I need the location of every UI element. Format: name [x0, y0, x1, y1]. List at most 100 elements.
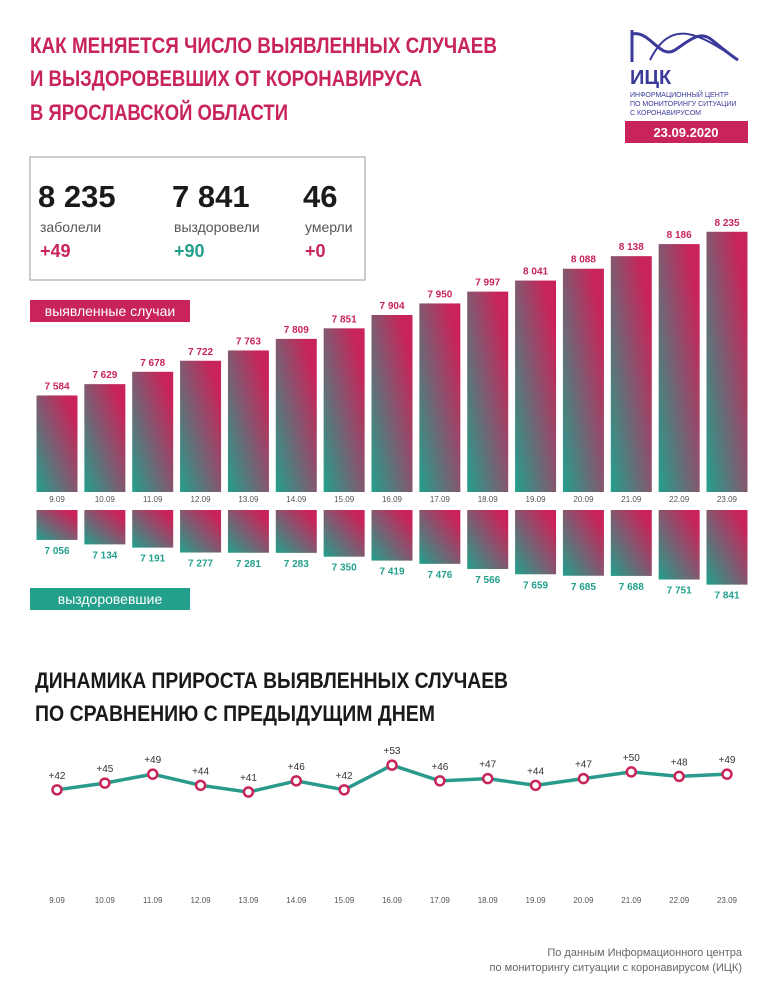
x-tick-label: 14.09	[286, 896, 307, 905]
x-tick-label: 19.09	[526, 896, 547, 905]
value-label: 7 997	[475, 278, 500, 289]
series-label: выявленные случаи	[45, 303, 175, 319]
marker	[194, 779, 207, 792]
x-tick-label: 10.09	[95, 495, 116, 504]
bar	[610, 510, 652, 576]
stat-value: 46	[303, 179, 337, 214]
logo-subtitle: ПО МОНИТОРИНГУ СИТУАЦИИ	[630, 101, 736, 108]
value-label: +50	[623, 753, 640, 764]
stat-label: умерли	[305, 219, 353, 235]
value-label: 7 281	[236, 559, 261, 570]
bar	[706, 510, 748, 585]
x-tick-label: 17.09	[430, 896, 451, 905]
marker	[577, 772, 590, 785]
x-tick-label: 16.09	[382, 495, 403, 504]
value-label: 7 191	[140, 554, 165, 565]
value-label: +46	[288, 762, 305, 773]
bar	[706, 231, 748, 492]
bar	[515, 280, 557, 492]
x-tick-label: 21.09	[621, 495, 642, 504]
value-label: +53	[384, 746, 401, 757]
x-tick-label: 20.09	[573, 495, 594, 504]
value-label: 7 688	[619, 582, 644, 593]
x-tick-label: 19.09	[526, 495, 547, 504]
value-label: 7 350	[332, 563, 357, 574]
bar	[467, 291, 509, 492]
value-label: +49	[144, 755, 161, 766]
value-label: +44	[527, 766, 544, 777]
bar	[180, 360, 222, 492]
marker	[673, 770, 685, 783]
x-tick-label: 14.09	[286, 495, 307, 504]
x-tick-label: 23.09	[717, 896, 738, 905]
x-tick-label: 18.09	[478, 896, 499, 905]
value-label: 7 678	[140, 358, 165, 369]
value-label: +42	[336, 771, 353, 782]
bar	[610, 256, 652, 492]
value-label: +49	[719, 755, 736, 766]
title-line: В ЯРОСЛАВСКОЙ ОБЛАСТИ	[30, 100, 288, 125]
value-label: 7 283	[284, 559, 309, 570]
stat-label: заболели	[40, 219, 101, 235]
bar	[515, 510, 557, 575]
title-line: КАК МЕНЯЕТСЯ ЧИСЛО ВЫЯВЛЕННЫХ СЛУЧАЕВ	[30, 33, 497, 58]
value-label: +45	[96, 764, 113, 775]
value-label: +47	[479, 760, 496, 771]
stat-change: +0	[305, 241, 326, 261]
x-tick-label: 12.09	[191, 495, 212, 504]
value-label: 7 841	[714, 591, 739, 602]
value-label: 7 476	[427, 570, 452, 581]
bar	[371, 510, 413, 561]
series-label: выздоровевшие	[58, 591, 163, 607]
charts: выявленные случаи 7 584 9.09 7 629 10.09 7 67…	[30, 218, 748, 905]
bar	[419, 303, 461, 492]
x-tick-label: 11.09	[143, 495, 163, 504]
logo-mark	[630, 30, 739, 62]
bar	[227, 510, 269, 553]
logo: ИЦК ИНФОРМАЦИОННЫЙ ЦЕНТР ПО МОНИТОРИНГУ …	[625, 30, 748, 143]
footer: по мониторингу ситуации с коронавирусом …	[490, 962, 742, 974]
stat-label: выздоровели	[174, 219, 260, 235]
value-label: 7 584	[44, 381, 69, 392]
value-label: +48	[671, 757, 688, 768]
value-label: 7 809	[284, 325, 309, 336]
section-title: ПО СРАВНЕНИЮ С ПРЕДЫДУЩИМ ДНЕМ	[35, 701, 435, 726]
series-label-badge	[30, 300, 190, 322]
bar	[275, 510, 317, 553]
value-label: 7 751	[667, 586, 692, 597]
stat-value: 7 841	[172, 179, 250, 214]
value-label: +47	[575, 760, 592, 771]
stats-box	[29, 156, 366, 281]
marker	[242, 786, 255, 798]
x-tick-label: 18.09	[478, 495, 499, 504]
marker	[434, 775, 446, 787]
bar	[84, 510, 126, 545]
value-label: 7 904	[379, 301, 404, 312]
marker	[99, 777, 111, 789]
logo-text: ИЦК	[630, 67, 672, 89]
x-tick-label: 15.09	[334, 495, 355, 504]
value-label: 7 763	[236, 336, 261, 347]
value-label: 7 419	[379, 567, 404, 578]
value-label: 8 088	[571, 255, 596, 266]
marker	[51, 784, 63, 796]
x-tick-label: 12.09	[191, 896, 212, 905]
marker	[338, 784, 350, 796]
date: 23.09.2020	[653, 125, 718, 140]
value-label: 7 056	[44, 546, 69, 557]
marker	[481, 772, 494, 785]
x-tick-label: 9.09	[49, 495, 65, 504]
value-label: 7 277	[188, 559, 213, 570]
bar	[467, 510, 509, 569]
stat-change: +49	[40, 241, 71, 261]
marker	[529, 779, 542, 792]
value-label: +44	[192, 766, 209, 777]
bar	[227, 350, 269, 492]
marker	[290, 775, 303, 787]
bar	[84, 384, 126, 492]
x-tick-label: 16.09	[382, 896, 403, 905]
marker	[625, 766, 638, 778]
marker	[146, 768, 159, 780]
bar	[658, 510, 700, 580]
